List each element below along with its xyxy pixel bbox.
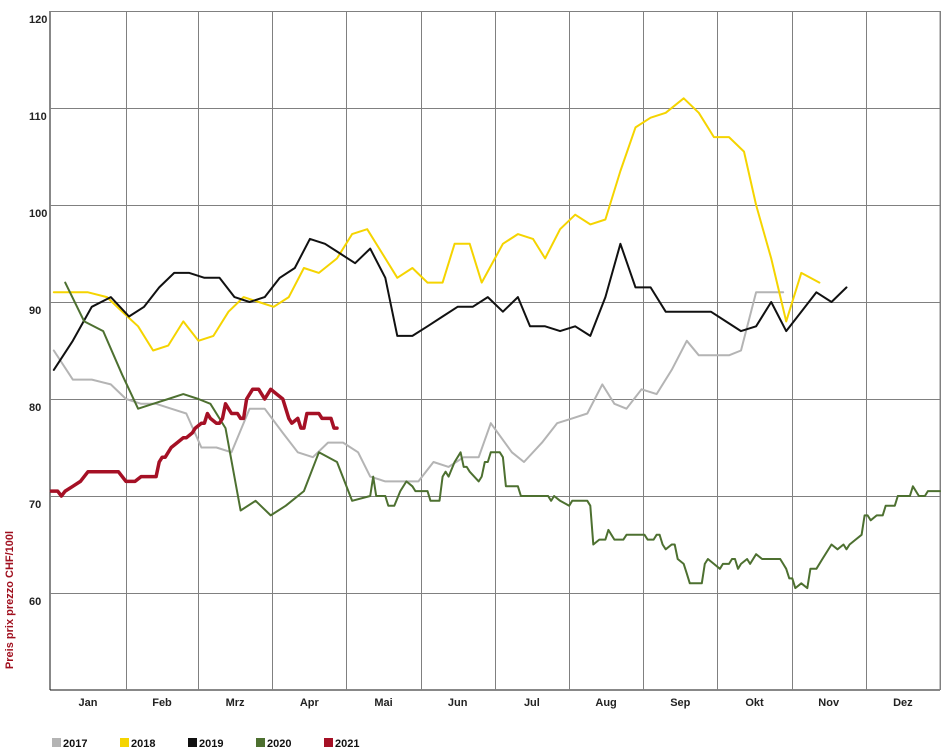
y-tick-label: 110 (29, 111, 47, 123)
legend-swatch-2020 (256, 738, 265, 747)
legend-swatch-2018 (120, 738, 129, 747)
series-line-2021 (49, 387, 339, 498)
x-tick-label: Mrz (226, 697, 245, 709)
x-tick-label: Mai (374, 697, 392, 709)
legend-swatch-2019 (188, 738, 197, 747)
legend-label-2017: 2017 (63, 738, 87, 750)
x-tick-label: Jul (524, 697, 540, 709)
x-tick-label: Okt (745, 697, 764, 709)
x-tick-label: Aug (595, 697, 616, 709)
series-line-2019 (52, 237, 848, 371)
y-tick-label: 120 (29, 14, 47, 26)
x-tick-label: Feb (152, 697, 172, 709)
y-axis-ticks: 60 70 80 90 100 110 120 (29, 14, 47, 608)
x-tick-label: Dez (893, 697, 913, 709)
legend-label-2021: 2021 (335, 738, 359, 750)
x-tick-label: Jan (79, 697, 98, 709)
series-line-2018 (52, 97, 821, 352)
legend-label-2019: 2019 (199, 738, 223, 750)
series-lines (49, 97, 941, 590)
x-axis-ticks: Jan Feb Mrz Apr Mai Jun Jul Aug Sep Okt Nov Dez (79, 697, 914, 709)
series-line-2020 (64, 281, 941, 590)
y-tick-label: 80 (29, 402, 41, 414)
x-tick-label: Jun (448, 697, 468, 709)
x-tick-label: Nov (818, 697, 840, 709)
y-tick-label: 60 (29, 596, 41, 608)
y-tick-label: 100 (29, 208, 47, 220)
legend-label-2018: 2018 (131, 738, 155, 750)
legend-swatch-2021 (324, 738, 333, 747)
x-tick-label: Apr (300, 697, 320, 709)
x-tick-label: Sep (670, 697, 690, 709)
legend-swatch-2017 (52, 738, 61, 747)
series-line-2017 (52, 291, 785, 483)
y-axis-label: Preis prix prezzo CHF/100l (4, 531, 16, 669)
legend: 2017 2018 2019 2020 2021 (52, 738, 359, 750)
y-tick-label: 70 (29, 499, 41, 511)
y-tick-label: 90 (29, 305, 41, 317)
legend-label-2020: 2020 (267, 738, 291, 750)
